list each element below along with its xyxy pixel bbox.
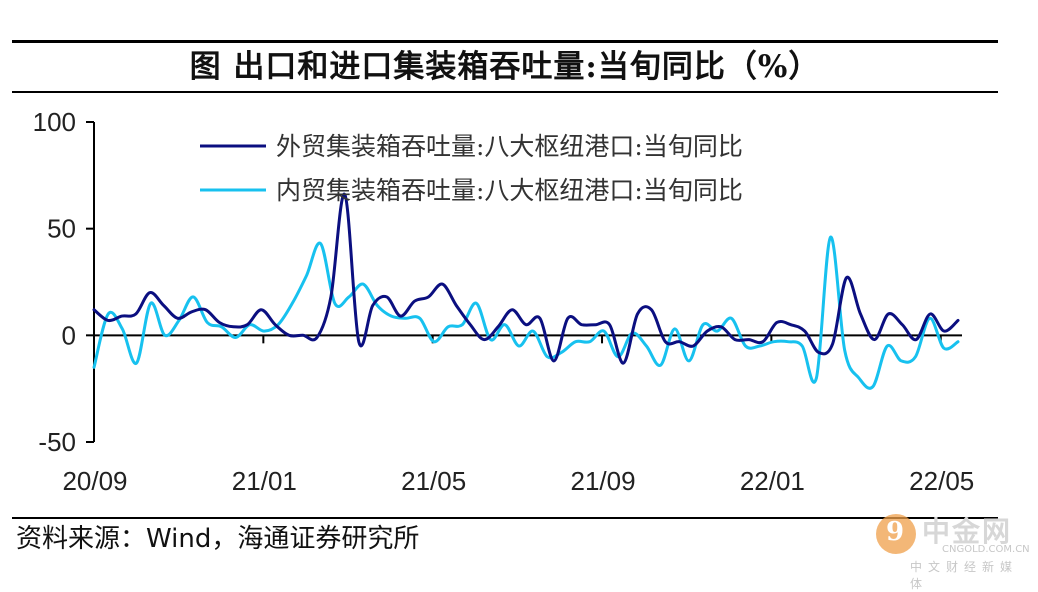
chart-title: 图 出口和进口集装箱吞吐量:当旬同比（%） xyxy=(189,49,821,85)
watermark-brand: 中金网 xyxy=(922,515,1013,548)
y-tick-label: 0 xyxy=(62,320,76,350)
watermark-domain: CNGOLD.COM.CN xyxy=(942,544,1030,555)
y-tick-label: 100 xyxy=(33,107,76,137)
legend-label-2: 内贸集装箱吞吐量:八大枢纽港口:当旬同比 xyxy=(276,176,743,205)
watermark-tagline: 中文财经新媒体 xyxy=(910,560,1019,591)
y-tick-label: 50 xyxy=(47,214,76,244)
x-tick-label: 22/01 xyxy=(740,466,805,496)
axes: -50 0 50 100 20/09 21/01 21/05 21/09 22/01 22/05 xyxy=(33,107,975,496)
watermark-logo-icon: 9 xyxy=(876,514,916,554)
series-line-2 xyxy=(92,235,960,390)
x-tick-label: 20/09 xyxy=(62,466,127,496)
watermark-logo-glyph: 9 xyxy=(886,517,905,547)
x-tick-label: 22/05 xyxy=(909,466,974,496)
source-note: 资料来源：Wind，海通证券研究所 xyxy=(16,524,420,554)
x-tick-label: 21/05 xyxy=(401,466,466,496)
legend-label-1: 外贸集装箱吞吐量:八大枢纽港口:当旬同比 xyxy=(276,132,743,161)
watermark: 9 中金网 CNGOLD.COM.CN 中文财经新媒体 xyxy=(876,510,1030,591)
x-tick-label: 21/09 xyxy=(570,466,635,496)
title-rule xyxy=(12,91,998,93)
series-line-1 xyxy=(92,192,960,365)
series-lines xyxy=(92,192,960,390)
x-tick-label: 21/01 xyxy=(232,466,297,496)
top-rule xyxy=(12,40,998,43)
bottom-rule xyxy=(12,517,998,519)
y-tick-label: -50 xyxy=(38,427,76,457)
